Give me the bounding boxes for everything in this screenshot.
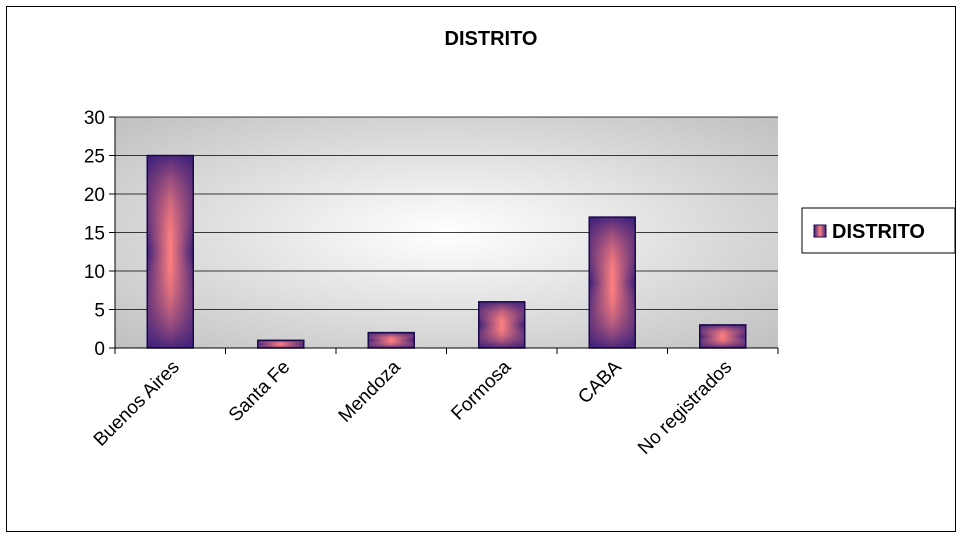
y-tick-label: 15 — [84, 224, 105, 245]
x-category-label: No registrados — [634, 357, 736, 459]
bar — [588, 216, 636, 349]
x-axis-ticks — [114, 348, 779, 354]
bar — [146, 154, 194, 349]
bar — [699, 324, 747, 349]
y-tick-label: 0 — [94, 339, 105, 360]
bar — [367, 331, 415, 349]
x-category-label: Formosa — [447, 356, 515, 424]
x-axis-labels: Buenos Aires Santa Fe Mendoza Formosa CABA No… — [90, 356, 737, 459]
y-tick-label: 30 — [84, 108, 105, 129]
y-tick-label: 25 — [84, 147, 105, 168]
x-category-label: CABA — [574, 356, 626, 408]
y-tick-label: 5 — [94, 301, 105, 322]
x-category-label: Santa Fe — [225, 357, 294, 426]
x-category-label: Buenos Aires — [90, 357, 184, 451]
legend-box — [801, 207, 956, 254]
legend: DISTRITO — [801, 207, 956, 254]
legend-swatch — [813, 224, 827, 238]
gridlines — [115, 116, 778, 310]
bar — [257, 339, 305, 349]
y-tick-label: 10 — [84, 262, 105, 283]
bars — [146, 154, 747, 349]
x-category-label: Mendoza — [335, 356, 405, 426]
y-axis-ticks: 0 5 10 15 20 25 30 — [84, 108, 115, 360]
y-tick-label: 20 — [84, 185, 105, 206]
bar — [478, 301, 526, 349]
chart-title: DISTRITO — [445, 28, 538, 50]
legend-label: DISTRITO — [832, 221, 925, 243]
